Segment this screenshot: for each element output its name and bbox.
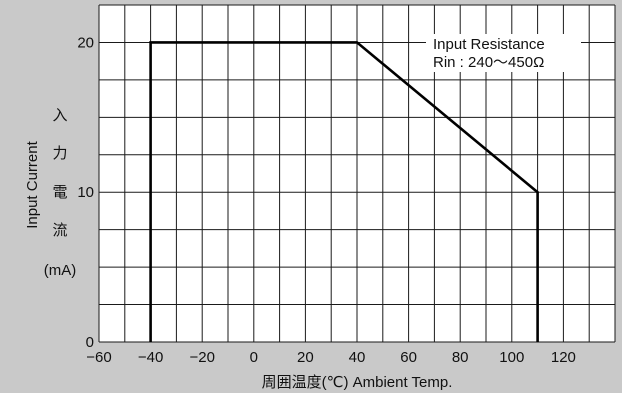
y-axis-label-jp-2: 力 — [52, 145, 67, 162]
x-tick-label-6: 60 — [400, 349, 417, 366]
x-tick-label-2: −20 — [189, 349, 214, 366]
x-tick-label-3: 0 — [250, 349, 258, 366]
series-line — [149, 41, 539, 342]
x-tick-label-0: −60 — [86, 349, 111, 366]
annotation-line-1: Input Resistance — [433, 36, 545, 53]
y-tick-label-2: 20 — [77, 34, 94, 51]
x-tick-labels: −60 −40 −20 0 20 40 60 80 100 120 — [86, 349, 576, 366]
y-axis-label: Input Current — [24, 140, 41, 228]
x-tick-label-1: −40 — [138, 349, 163, 366]
annotation-box — [426, 34, 581, 72]
x-axis-label: 周囲温度(℃) Ambient Temp. — [262, 374, 453, 391]
y-axis-label-jp-1: 入 — [52, 107, 67, 124]
y-axis-label-jp-3: 電 — [52, 184, 67, 201]
y-tick-label-1: 10 — [77, 184, 94, 201]
x-tick-label-9: 120 — [551, 349, 576, 366]
x-tick-label-4: 20 — [297, 349, 314, 366]
x-tick-label-8: 100 — [499, 349, 524, 366]
x-tick-label-7: 80 — [452, 349, 469, 366]
annotation-line-2: Rin : 240〜450Ω — [433, 54, 544, 71]
y-tick-labels: 0 10 20 — [77, 34, 94, 351]
y-axis-label-jp-4: 流 — [52, 222, 67, 239]
grid-lines — [98, 4, 616, 343]
x-tick-label-5: 40 — [349, 349, 366, 366]
y-tick-label-0: 0 — [86, 334, 94, 351]
y-axis-unit: (mA) — [44, 262, 77, 279]
